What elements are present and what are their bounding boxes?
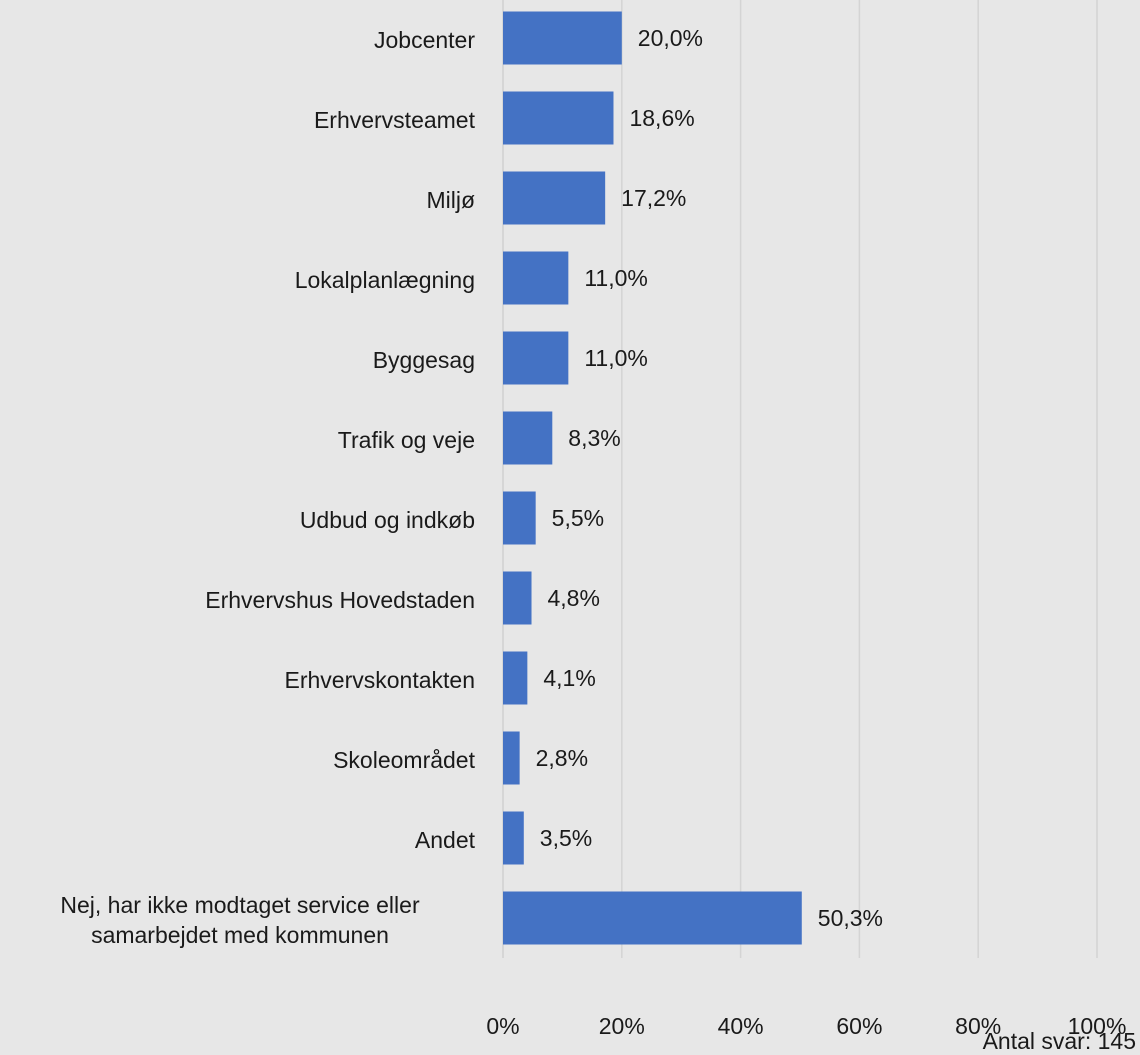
bar <box>503 651 528 705</box>
y-tick-label: Erhvervskontakten <box>5 665 475 695</box>
data-label: 20,0% <box>638 25 703 51</box>
y-tick-label: Trafik og veje <box>5 425 475 455</box>
x-tick-label: 20% <box>599 1013 645 1039</box>
y-tick-label: Skoleområdet <box>5 745 475 775</box>
data-label: 3,5% <box>540 825 592 851</box>
bar <box>503 331 569 385</box>
category-text: Byggesag <box>372 347 475 373</box>
bar <box>503 731 520 785</box>
y-tick-label: Byggesag <box>5 345 475 375</box>
category-text: Lokalplanlægning <box>294 267 475 293</box>
category-text: Erhvervshus Hovedstaden <box>205 587 475 613</box>
y-tick-label: Nej, har ikke modtaget service eller sam… <box>5 890 475 950</box>
y-tick-label: Udbud og indkøb <box>5 505 475 535</box>
data-label: 11,0% <box>584 265 648 291</box>
bar <box>503 811 524 865</box>
category-text: Trafik og veje <box>337 427 475 453</box>
category-text: Udbud og indkøb <box>299 507 475 533</box>
bar <box>503 11 622 65</box>
x-tick-label: 60% <box>836 1013 882 1039</box>
data-label: 18,6% <box>629 105 694 131</box>
bar <box>503 571 532 625</box>
x-tick-label: 0% <box>486 1013 519 1039</box>
category-text: Skoleområdet <box>333 747 475 773</box>
category-text: Miljø <box>426 187 475 213</box>
y-tick-label: Miljø <box>5 185 475 215</box>
y-tick-label: Erhvervshus Hovedstaden <box>5 585 475 615</box>
data-label: 11,0% <box>584 345 648 371</box>
category-text: Erhvervskontakten <box>284 667 475 693</box>
data-label: 8,3% <box>568 425 620 451</box>
data-label: 5,5% <box>552 505 604 531</box>
bar <box>503 491 536 545</box>
data-label: 2,8% <box>536 745 588 771</box>
category-text: Erhvervsteamet <box>313 107 475 133</box>
y-tick-label: Jobcenter <box>5 25 475 55</box>
data-label: 4,1% <box>543 665 595 691</box>
category-text: Nej, har ikke modtaget service eller sam… <box>60 892 420 948</box>
x-tick-label: 80% <box>955 1013 1001 1039</box>
x-tick-label: 40% <box>718 1013 764 1039</box>
bar <box>503 251 569 305</box>
bar <box>503 411 553 465</box>
y-tick-label: Erhvervsteamet <box>5 105 475 135</box>
bar <box>503 891 802 945</box>
y-tick-label: Andet <box>5 825 475 855</box>
data-label: 17,2% <box>621 185 686 211</box>
y-tick-label: Lokalplanlægning <box>5 265 475 295</box>
data-label: 4,8% <box>548 585 600 611</box>
category-text: Andet <box>414 827 475 853</box>
data-label: 50,3% <box>818 905 883 931</box>
annotation: Antal svar: 145 <box>982 1028 1136 1054</box>
bar <box>503 171 606 225</box>
category-text: Jobcenter <box>373 27 475 53</box>
x-tick-label: 100% <box>1068 1013 1127 1039</box>
bar <box>503 91 614 145</box>
